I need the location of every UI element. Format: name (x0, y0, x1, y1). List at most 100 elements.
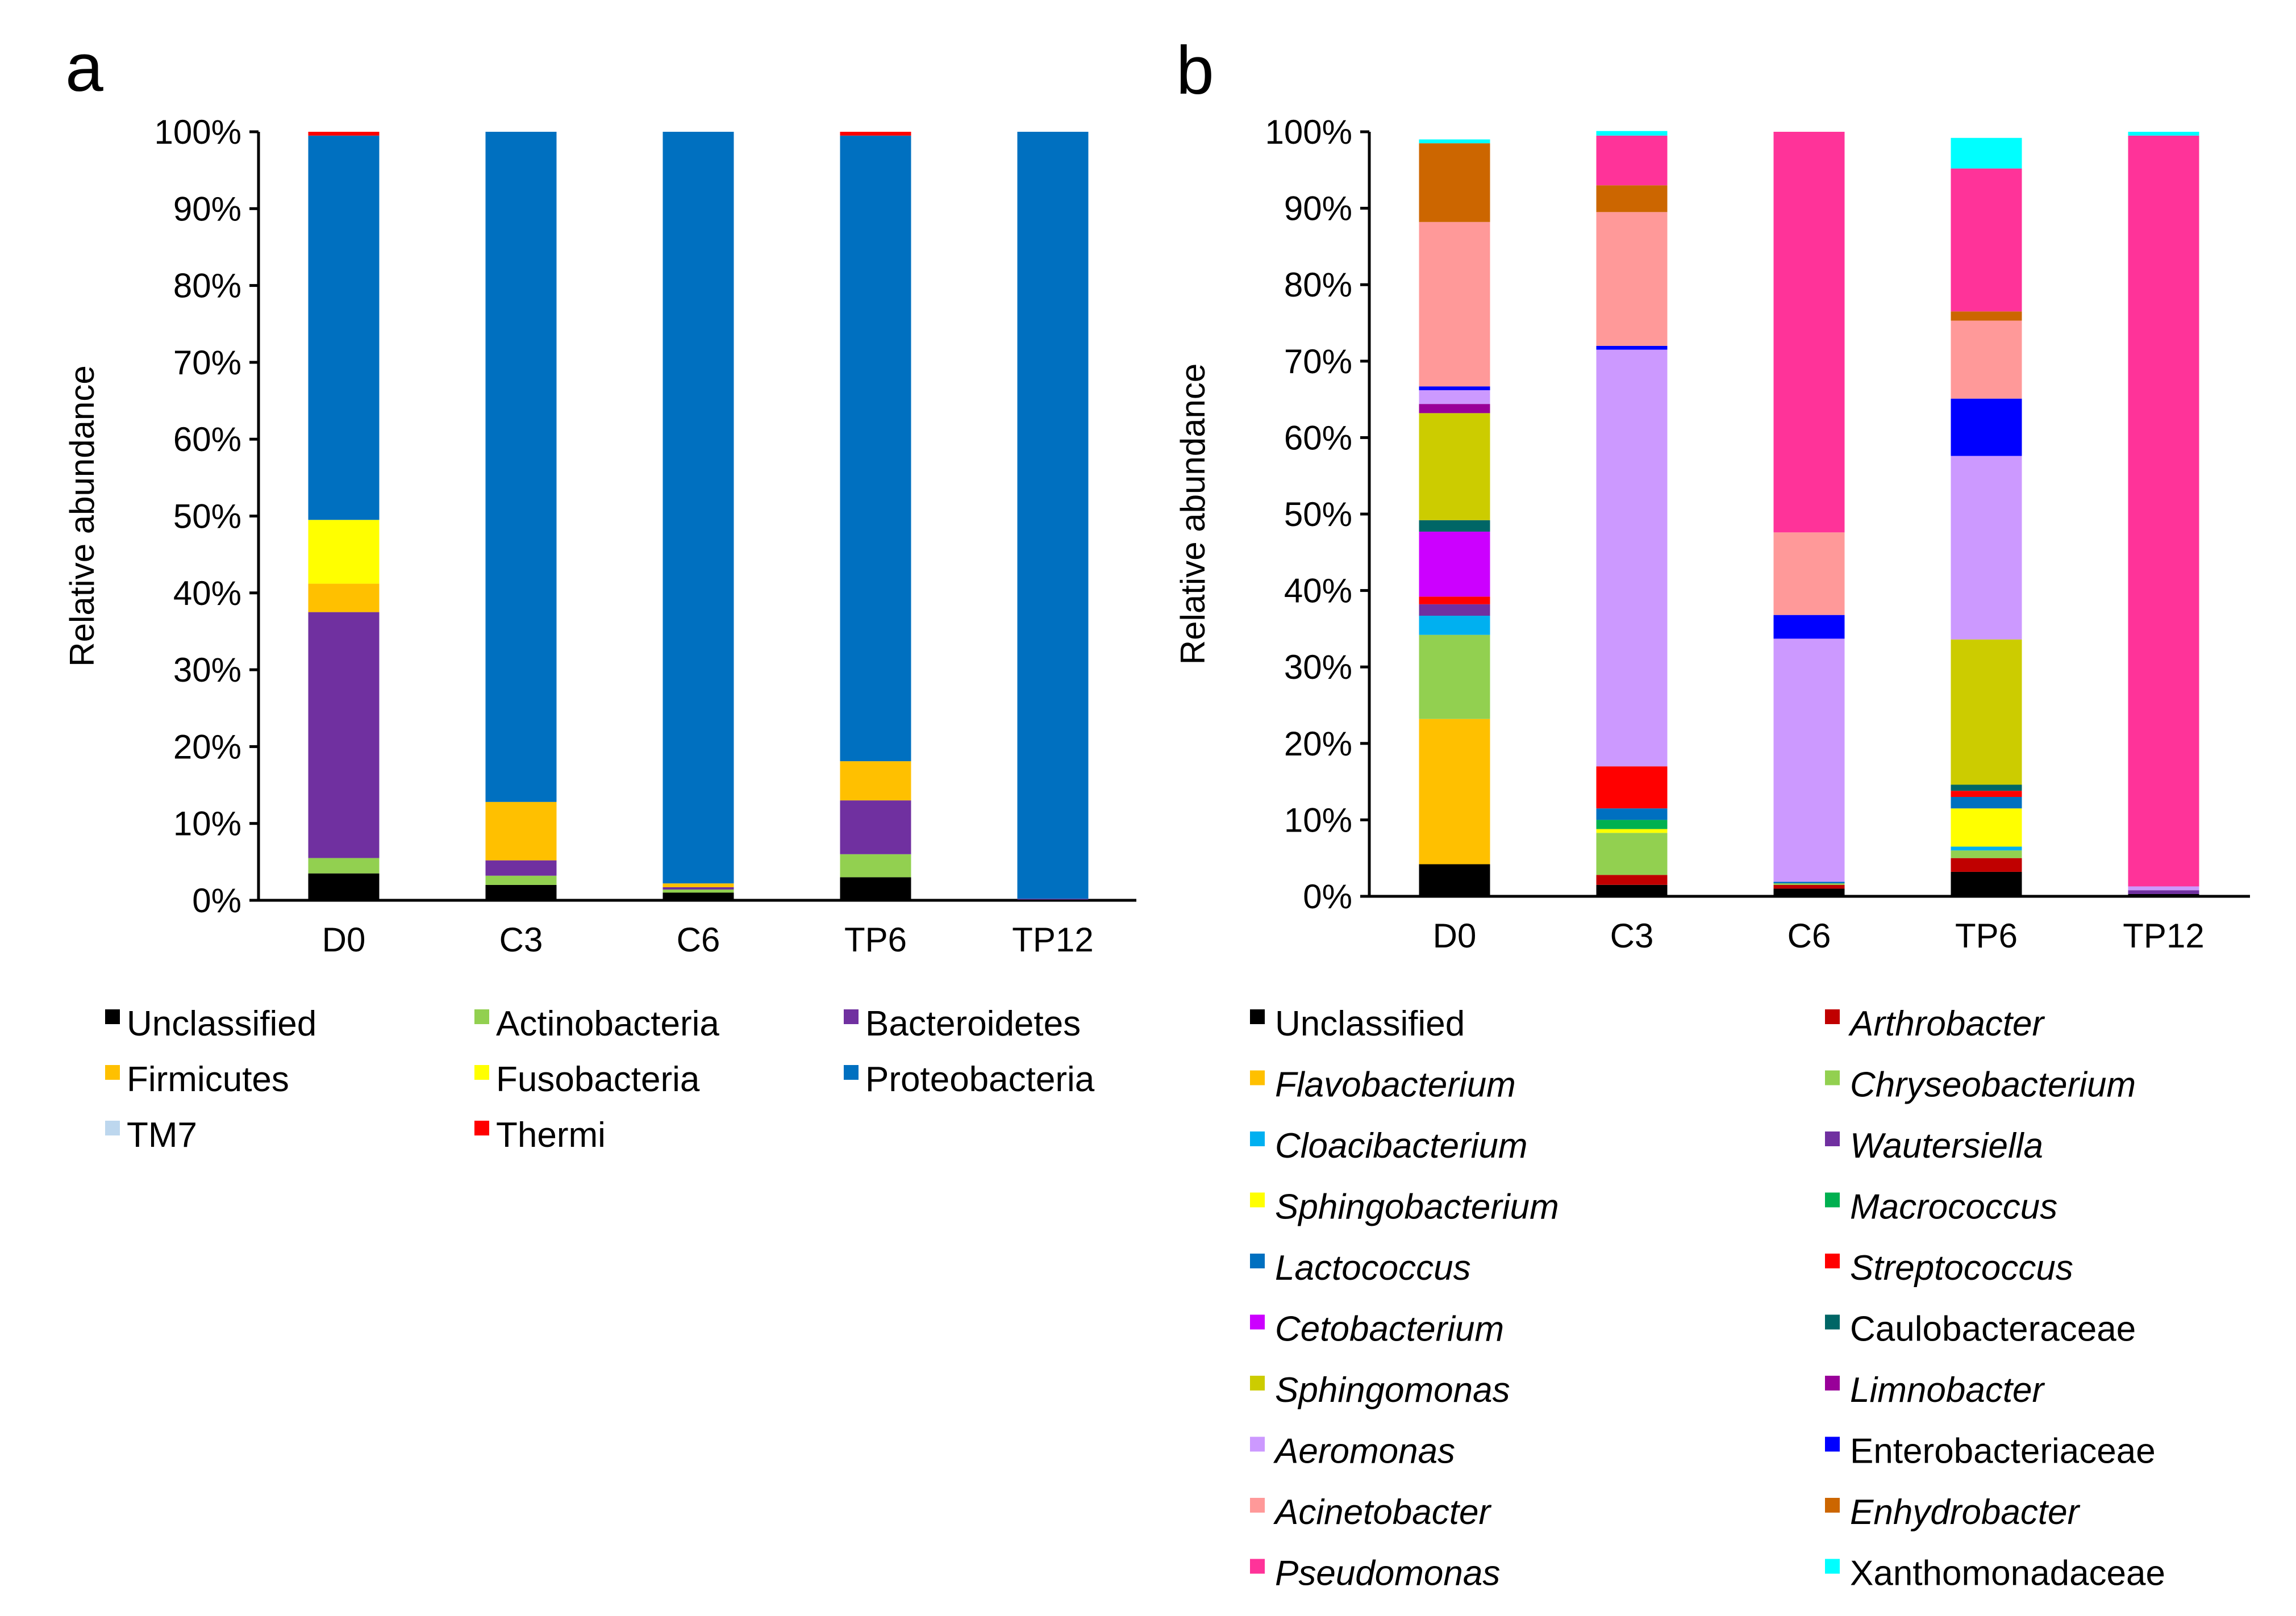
legend-label: Acinetobacter (1273, 1493, 1491, 1532)
x-tick-label: D0 (322, 921, 366, 959)
legend-swatch-Bacteroidetes (844, 1009, 859, 1024)
y-tick-label: 60% (1284, 419, 1352, 457)
legend-swatch-Fusobacteria (474, 1065, 489, 1080)
y-tick-label: 60% (173, 420, 241, 458)
legend-swatch-Cloacibacterium (1250, 1131, 1265, 1146)
legend-label: Wautersiella (1850, 1126, 2043, 1166)
y-tick-label: 40% (1284, 572, 1352, 610)
legend-label: Aeromonas (1273, 1432, 1455, 1471)
y-tick-label: 70% (173, 344, 241, 382)
bar-segment-D0-Cloacibacterium (1419, 616, 1490, 635)
legend-label: Firmicutes (127, 1060, 289, 1099)
y-tick-label: 100% (155, 113, 241, 151)
bar-segment-C6-Chryseobacterium (1773, 883, 1845, 885)
bar-segment-TP6-Bacteroidetes (840, 800, 911, 854)
bar-segment-TP6-Actinobacteria (840, 854, 911, 878)
x-tick-label: D0 (1433, 917, 1477, 955)
bar-segment-C6-Arthrobacter (1773, 884, 1845, 889)
bar-segment-C3-Macrococcus (1596, 820, 1668, 829)
y-tick-label: 80% (1284, 266, 1352, 304)
legend-swatch-Flavobacterium (1250, 1070, 1265, 1085)
x-tick-label: TP6 (1955, 917, 2018, 955)
legend-swatch-Lactococcus (1250, 1254, 1265, 1268)
bar-segment-C6-Unclassified (662, 892, 734, 900)
legend-swatch-Limnobacter (1825, 1376, 1840, 1390)
legend-label: Flavobacterium (1275, 1066, 1516, 1105)
y-tick-label: 90% (173, 190, 241, 228)
y-tick-label: 30% (173, 651, 241, 689)
legend-label: Limnobacter (1850, 1371, 2045, 1410)
legend-label: Unclassified (1275, 1004, 1465, 1043)
legend-label: Sphingomonas (1275, 1371, 1510, 1410)
bar-segment-D0-Unclassified (308, 873, 380, 900)
bar-segment-C6-Pseudomonas (1773, 132, 1845, 533)
legend-label: Pseudomonas (1275, 1554, 1500, 1593)
y-tick-label: 70% (1284, 343, 1352, 381)
y-axis-label: Relative abundance (1174, 364, 1212, 665)
legend-label: Chryseobacterium (1850, 1066, 2136, 1105)
legend-label: Macrococcus (1850, 1188, 2057, 1227)
legend-label: TM7 (127, 1116, 197, 1155)
legend-swatch-Sphingobacterium (1250, 1192, 1265, 1208)
bar-segment-C3-Sphingobacterium (1596, 829, 1668, 833)
legend-swatch-Enhydrobacter (1825, 1498, 1840, 1513)
x-tick-label: TP12 (1012, 921, 1093, 959)
bar-segment-C6-Aeromonas (1773, 638, 1845, 882)
legend-swatch-Unclassified (1250, 1009, 1265, 1024)
bar-segment-D0-Bacteroidetes (308, 612, 380, 858)
legend-label: Proteobacteria (865, 1060, 1095, 1099)
legend-swatch-Thermi (474, 1121, 489, 1135)
bar-segment-TP6-Unclassified (1951, 871, 2022, 896)
legend-swatch-Wautersiella (1825, 1131, 1840, 1146)
bar-segment-C3-Proteobacteria (485, 132, 557, 802)
bar-segment-D0-Firmicutes (308, 583, 380, 612)
legend-swatch-Sphingomonas (1250, 1376, 1265, 1390)
legend-swatch-Aeromonas (1250, 1437, 1265, 1452)
y-tick-label: 30% (1284, 648, 1352, 686)
x-tick-label: TP6 (844, 921, 907, 959)
bar-segment-TP12-Wautersiella (2128, 890, 2199, 894)
bar-segment-TP6-Thermi (840, 132, 911, 136)
bar-segment-TP6-Caulobacteraceae (1951, 784, 2022, 791)
bar-segment-C6-Unclassified (1773, 888, 1845, 896)
bar-segment-C6-Acinetobacter (1773, 532, 1845, 615)
legend-swatch-Streptococcus (1825, 1254, 1840, 1268)
bar-segment-TP12-Proteobacteria (1017, 132, 1089, 899)
panel-label-a: a (65, 30, 103, 106)
bar-segment-C3-Unclassified (485, 884, 557, 900)
bar-segment-TP6-Enterobacteriaceae (1951, 398, 2022, 456)
legend-label: Fusobacteria (496, 1060, 700, 1099)
bar-segment-C3-Enhydrobacter (1596, 185, 1668, 212)
legend-swatch-Enterobacteriaceae (1825, 1437, 1840, 1452)
bar-segment-C3-Aeromonas (1596, 349, 1668, 767)
bar-segment-TP6-Arthrobacter (1951, 858, 2022, 872)
legend-swatch-Chryseobacterium (1825, 1070, 1840, 1085)
legend-label: Arthrobacter (1848, 1004, 2045, 1043)
bar-segment-D0-Fusobacteria (308, 520, 380, 584)
legend-label: Bacteroidetes (865, 1004, 1081, 1043)
bar-segment-TP12-Aeromonas (2128, 886, 2199, 891)
bar-segment-C3-Acinetobacter (1596, 212, 1668, 346)
panel-label-b: b (1176, 32, 1214, 108)
bar-segment-TP12-Pseudomonas (2128, 135, 2199, 887)
x-tick-label: TP12 (2123, 917, 2204, 955)
bar-segment-D0-Acinetobacter (1419, 222, 1490, 387)
bar-segment-C6-Actinobacteria (662, 890, 734, 893)
legend-swatch-Caulobacteraceae (1825, 1314, 1840, 1330)
bar-segment-C3-Lactococcus (1596, 808, 1668, 820)
legend-label: Cetobacterium (1275, 1310, 1504, 1349)
bar-segment-C3-Bacteroidetes (485, 860, 557, 876)
bar-segment-C6-Lactococcus (1773, 882, 1845, 884)
chart-b: 0% 10% 20% 30% 40% 50% 60% 70% 80% 90% 100% Relativ… (1174, 113, 2250, 955)
legend-swatch-Unclassified (105, 1009, 120, 1024)
bar-segment-D0-Xanthomonadaceae (1419, 139, 1490, 144)
bar-segment-C3-Xanthomonadaceae (1596, 131, 1668, 136)
bar-segment-D0-Wautersiella (1419, 604, 1490, 616)
x-tick-label: C6 (677, 921, 720, 959)
y-tick-label: 50% (173, 498, 241, 536)
bar-segment-D0-Flavobacterium (1419, 719, 1490, 865)
bar-segment-C6-Enterobacteriaceae (1773, 615, 1845, 639)
bar-segment-D0-Unclassified (1419, 864, 1490, 896)
legend-swatch-TM7 (105, 1121, 120, 1135)
